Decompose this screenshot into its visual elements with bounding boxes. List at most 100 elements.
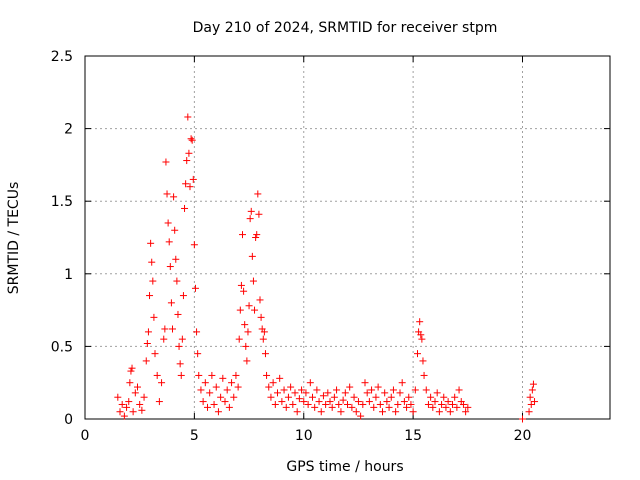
data-point [326,398,334,406]
data-point [182,180,190,188]
data-point [234,383,242,391]
data-point [363,389,371,397]
data-point [189,175,197,183]
data-point [212,383,220,391]
data-points [114,113,539,423]
data-point [116,408,124,416]
data-point [265,383,273,391]
data-point [449,400,456,408]
data-point [191,284,199,292]
data-point [253,231,261,239]
data-point [444,398,452,406]
data-point [172,255,180,263]
data-point [451,393,459,401]
data-point [298,386,306,394]
data-point [181,204,189,212]
data-point [322,400,330,408]
data-point [146,292,154,300]
data-point [459,400,467,408]
data-point [289,400,297,408]
data-point [306,379,314,387]
data-point [374,383,382,391]
data-point [243,357,251,365]
grid-lines [85,56,610,419]
data-point [293,408,301,416]
data-point [442,403,450,411]
data-point [167,299,175,307]
data-point [176,360,184,368]
data-point [206,389,214,397]
data-point [120,412,128,420]
data-point [394,400,402,408]
data-point [282,403,290,411]
data-point [333,386,341,394]
data-point [409,408,417,416]
data-point [392,408,400,416]
data-point [354,398,362,406]
data-point [370,403,378,411]
data-point [126,379,134,387]
data-point [379,408,386,416]
data-point [400,398,408,406]
data-point [350,393,358,401]
data-point [261,350,269,358]
x-tick-label: 20 [514,428,532,444]
plot-frame [84,55,611,420]
data-point [420,371,428,379]
data-point [311,403,319,411]
data-point [309,393,316,401]
x-tick-label: 15 [404,428,422,444]
data-point [151,350,159,358]
data-point [435,408,443,416]
data-point [407,400,415,408]
data-point [330,393,338,401]
data-point [422,386,430,394]
data-point [389,386,397,394]
data-point [455,386,463,394]
data-point [149,277,157,285]
data-point [278,398,286,406]
data-point [300,398,308,406]
data-point [257,313,265,321]
data-point [269,379,277,387]
data-point [169,325,176,333]
data-point [252,234,260,241]
data-point [260,328,268,336]
data-point [160,335,168,343]
data-point [361,379,369,387]
y-tick-label: 0.5 [51,339,73,355]
data-point [161,325,169,333]
data-point [427,393,435,401]
data-point [166,263,174,271]
data-point [357,412,365,420]
data-point [417,331,425,339]
data-point [174,310,182,318]
data-point [199,398,207,406]
data-point [259,335,267,343]
data-point [315,398,323,406]
data-point [242,342,250,350]
data-point [398,379,406,387]
data-point [223,386,231,394]
data-point [418,335,426,343]
data-point [125,398,133,406]
data-point [183,157,191,165]
data-point [405,393,413,401]
data-point [228,379,236,387]
chart-title: Day 210 of 2024, SRMTID for receiver stp… [193,20,498,36]
data-point [175,342,183,350]
data-point [249,277,257,285]
data-point [138,406,146,414]
data-point [280,386,288,394]
data-point [295,395,303,403]
data-point [247,207,255,215]
x-tick-label: 10 [295,428,313,444]
y-tick-label: 2 [64,122,73,138]
data-point [519,415,526,423]
x-tick-label: 5 [190,428,199,444]
data-point [528,386,536,394]
data-point [284,393,292,401]
data-point [385,403,393,411]
data-point [464,403,472,411]
data-point [219,374,227,382]
